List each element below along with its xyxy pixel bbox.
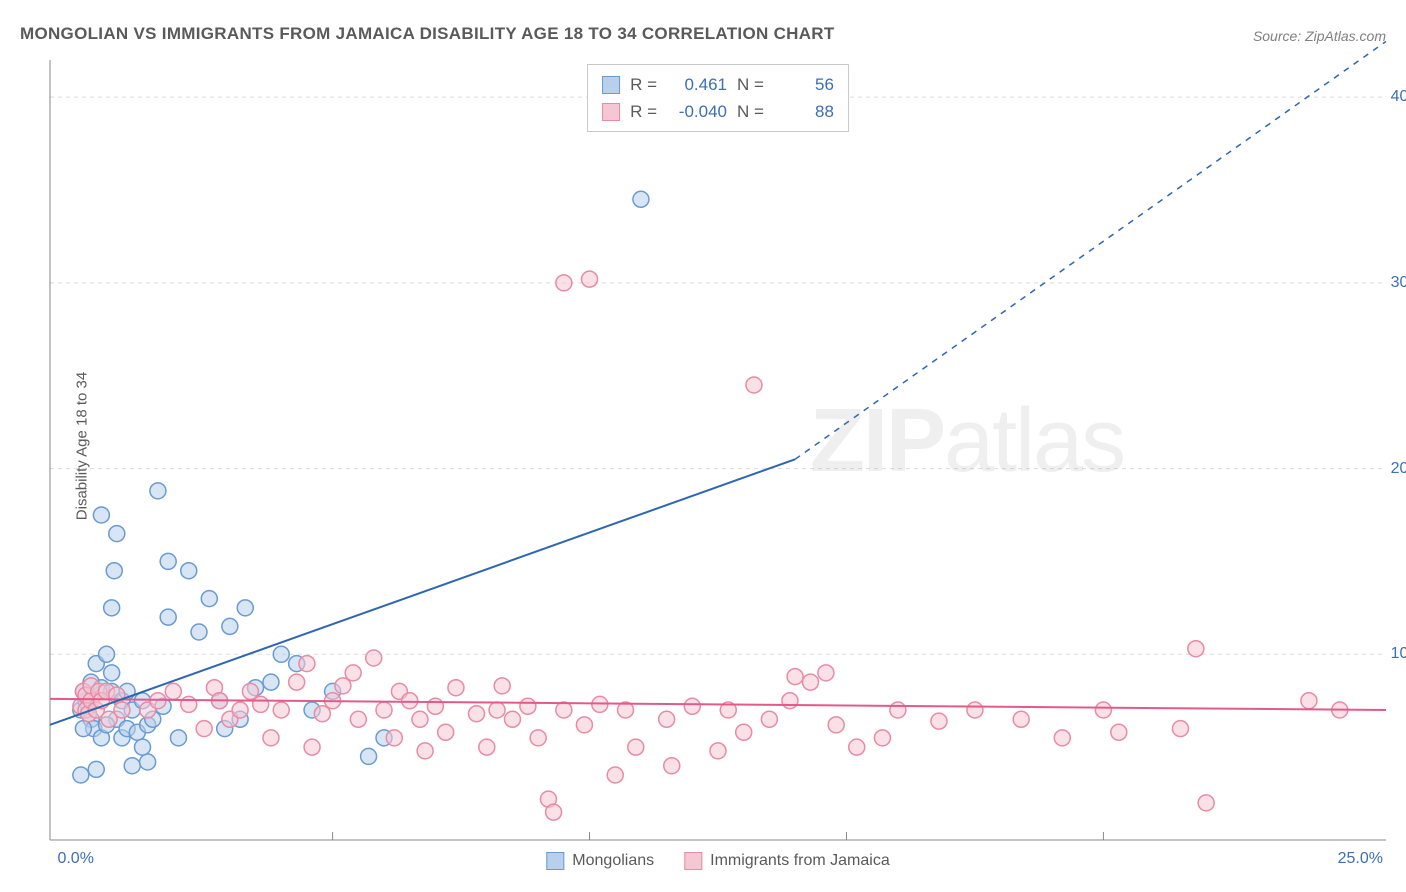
r-value-1: -0.040 [667, 98, 727, 125]
legend-item-1: Immigrants from Jamaica [684, 852, 890, 870]
ytick-label: 30.0% [1391, 274, 1406, 292]
swatch-series-0 [602, 76, 620, 94]
legend-swatch-1 [684, 852, 702, 870]
ytick-label: 40.0% [1391, 88, 1406, 106]
n-value-0: 56 [774, 71, 834, 98]
xtick-label: 25.0% [1338, 850, 1383, 868]
chart-title: MONGOLIAN VS IMMIGRANTS FROM JAMAICA DIS… [20, 24, 835, 44]
plot-area: ZIPatlas R = 0.461 N = 56 R = -0.040 N =… [50, 60, 1386, 840]
scatter-chart-svg [50, 60, 1386, 840]
r-value-0: 0.461 [667, 71, 727, 98]
bottom-legend: Mongolians Immigrants from Jamaica [546, 852, 889, 870]
legend-item-0: Mongolians [546, 852, 654, 870]
legend-swatch-0 [546, 852, 564, 870]
ytick-label: 10.0% [1391, 645, 1406, 663]
n-value-1: 88 [774, 98, 834, 125]
stats-row-series-1: R = -0.040 N = 88 [602, 98, 834, 125]
stats-row-series-0: R = 0.461 N = 56 [602, 71, 834, 98]
swatch-series-1 [602, 103, 620, 121]
source-attribution: Source: ZipAtlas.com [1253, 28, 1386, 44]
correlation-stats-box: R = 0.461 N = 56 R = -0.040 N = 88 [587, 64, 849, 132]
xtick-label: 0.0% [57, 850, 93, 868]
ytick-label: 20.0% [1391, 460, 1406, 478]
